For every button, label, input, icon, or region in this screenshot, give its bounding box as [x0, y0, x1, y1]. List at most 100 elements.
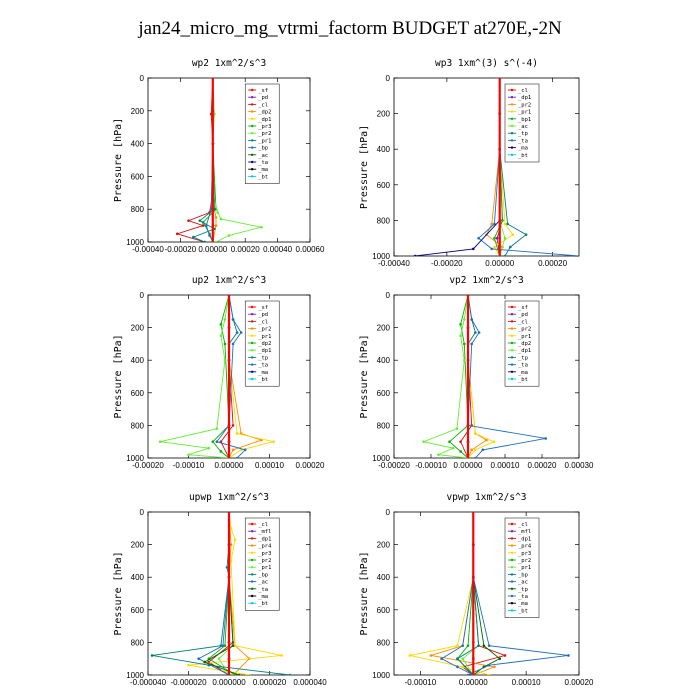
legend-label: _ac [518, 580, 528, 586]
legend-marker [251, 587, 254, 590]
chart-panel-6: vpwp 1xm^2/s^3 Pressure [hPa] 0 200 400 600 80… [359, 492, 594, 687]
legend-label: _pr2 [518, 327, 531, 333]
legend: _sf_pd_cl _pr2_pr1_dp2_dp1_tp _ta_ma_bt [244, 300, 280, 387]
plot-frame [393, 294, 580, 459]
x-tick-label: -0.00040 [132, 245, 164, 254]
y-tick-label: 800 [377, 638, 391, 647]
data-point [440, 657, 443, 660]
data-point [231, 644, 235, 647]
data-point [503, 222, 507, 226]
data-point [511, 233, 515, 236]
y-tick-label: 600 [131, 606, 145, 615]
y-axis-label: Pressure [hPa] [359, 125, 370, 209]
legend-label: _pr1 [518, 565, 531, 571]
data-point [201, 224, 205, 227]
legend-marker [251, 558, 254, 562]
data-point [231, 318, 235, 321]
data-point [192, 235, 195, 239]
y-tick-label: 0 [386, 291, 391, 300]
y-tick-label: 800 [131, 205, 145, 214]
legend-marker [510, 522, 514, 526]
data-point [503, 254, 507, 256]
panel-title: wp3 1xm^(3) s^(-4) [435, 58, 538, 69]
data-point [474, 456, 477, 458]
data-point [487, 663, 491, 667]
x-tick-label: 0.000020 [253, 678, 287, 687]
data-point [498, 657, 502, 660]
legend-marker [251, 363, 254, 366]
data-point [463, 358, 466, 362]
series-group [422, 295, 547, 458]
data-point [474, 432, 477, 435]
data-point [456, 644, 459, 647]
data-point [493, 245, 496, 249]
legend-label: _pr1 [258, 334, 271, 340]
chart-panel-5: upwp 1xm^2/s^3 Pressure [hPa] 0 200 400 600 80… [113, 492, 327, 687]
data-point [459, 323, 462, 326]
legend-marker [251, 160, 254, 164]
legend-box [504, 517, 540, 618]
legend-marker [251, 580, 254, 583]
series-group [150, 512, 292, 675]
legend-label: _bt [518, 153, 528, 159]
data-point [461, 657, 465, 660]
data-point [456, 665, 459, 669]
legend-marker [251, 530, 254, 533]
legend-marker [510, 566, 514, 569]
legend-label: _dp1 [518, 536, 531, 542]
chart-panel-4: vp2 1xm^2/s^3 Pressure [hPa] 0 200 400 600 800… [359, 275, 594, 470]
legend-label: _ac [258, 580, 268, 586]
x-tick-label: 0.00030 [565, 461, 594, 470]
legend-marker [510, 320, 514, 323]
x-tick-label: -0.000040 [130, 678, 167, 687]
data-point [233, 538, 237, 542]
x-tick-label: 0.00000 [454, 461, 483, 470]
data-point [482, 644, 486, 647]
legend-label: _bt [258, 174, 268, 180]
legend-box [244, 517, 280, 611]
legend-marker [510, 609, 514, 612]
data-point [211, 440, 215, 444]
legend-label: _dp1 [518, 348, 531, 354]
panel-title: wp2 1xm^2/s^3 [192, 58, 266, 69]
plot-frame [147, 77, 311, 243]
data-point [235, 331, 239, 334]
legend-label: _ac [518, 124, 528, 130]
legend-label: _tp [518, 355, 528, 361]
legend-marker [251, 320, 254, 323]
y-tick-label: 400 [377, 145, 391, 154]
y-tick-label: 400 [131, 573, 145, 582]
plot-frame [393, 77, 580, 257]
legend-label: _bt [518, 377, 528, 383]
legend-label: _pr2 [258, 327, 271, 333]
legend-label: _mfl [258, 529, 271, 535]
data-point [215, 427, 219, 430]
legend-marker [510, 146, 514, 149]
legend-marker [251, 334, 254, 337]
legend-label: _cl [518, 88, 528, 94]
data-point [231, 342, 235, 346]
legend-label: _tp [518, 131, 528, 137]
data-point [235, 456, 239, 458]
legend-marker [251, 117, 254, 121]
legend-marker [510, 602, 514, 605]
legend-marker [510, 580, 514, 583]
legend-marker [251, 341, 254, 345]
data-point [477, 331, 481, 334]
legend-label: _dp2 [518, 341, 531, 347]
series-line-dp1 [422, 295, 469, 458]
legend-marker [251, 356, 254, 359]
legend: _cl_mfl_dp1_pr4_pr3_pr2_pr1_bp_ac_tp_ta_… [504, 517, 540, 618]
legend-label: _ta [258, 160, 268, 166]
x-tick-label: 0.00020 [528, 461, 557, 470]
legend-marker [251, 110, 254, 113]
data-point [227, 234, 231, 237]
data-point [506, 222, 509, 226]
legend: _cl_dp1_pr2 _pr1_bp1_ac_tp_ta _ma_bt [504, 83, 540, 163]
data-point [260, 225, 263, 229]
x-tick-label: 0.00000 [215, 461, 244, 470]
data-point [175, 232, 179, 236]
chart-panel-1: wp2 1xm^2/s^3 Pressure [hPa] 0 200 400 600 800… [113, 58, 325, 254]
data-point [459, 334, 462, 338]
